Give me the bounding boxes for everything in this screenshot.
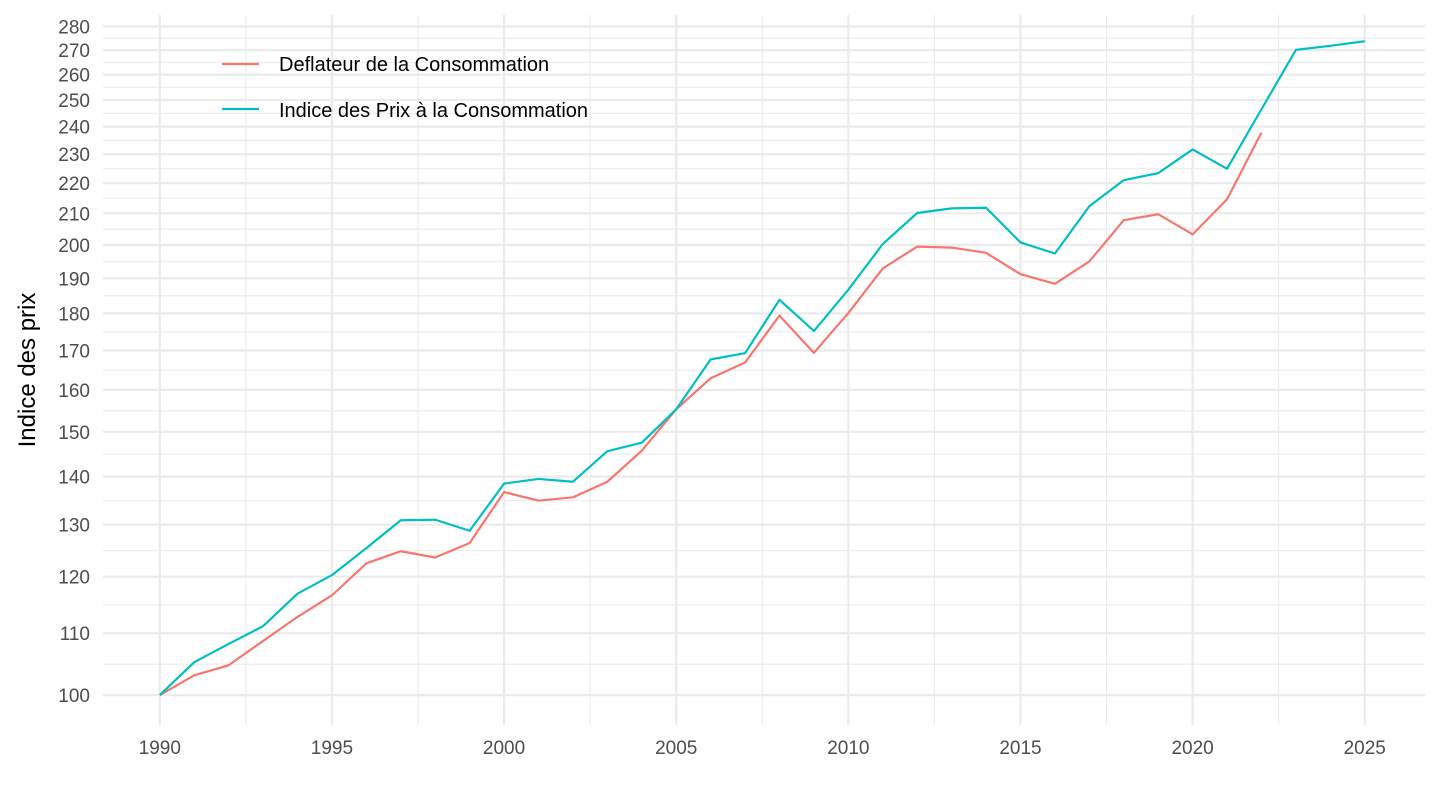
x-tick-label: 1990: [139, 738, 181, 759]
x-axis-tick-labels: 1990 1995 2000 2005 2010 2015 2020 2025: [139, 738, 1386, 759]
x-tick-label: 2015: [999, 738, 1041, 759]
major-gridlines-x: [158, 15, 1366, 725]
y-tick-label: 210: [58, 204, 90, 225]
y-axis-tick-labels: 100 110 120 130 140 150 160 170 180 190 200 210 220 2…: [58, 17, 90, 707]
series-line-deflateur: [159, 132, 1263, 697]
y-tick-label: 170: [58, 342, 90, 363]
y-tick-label: 250: [58, 91, 90, 112]
legend: Deflateur de la Consommation Indice des …: [222, 54, 588, 122]
x-tick-label: 2010: [827, 738, 869, 759]
y-tick-label: 200: [58, 236, 90, 257]
legend-label-deflateur: Deflateur de la Consommation: [279, 54, 549, 76]
major-gridlines-y: [103, 25, 1425, 697]
y-tick-label: 120: [58, 568, 90, 589]
y-tick-label: 110: [60, 624, 90, 645]
y-tick-label: 190: [58, 269, 90, 290]
series-line-ipc: [159, 40, 1365, 696]
y-tick-label: 160: [58, 381, 90, 402]
y-tick-label: 180: [58, 304, 90, 325]
y-tick-label: 100: [58, 686, 90, 707]
x-tick-label: 1995: [311, 738, 353, 759]
y-axis-title: Indice des prix: [14, 293, 41, 448]
y-tick-label: 280: [58, 17, 90, 38]
y-tick-label: 260: [58, 66, 90, 87]
minor-gridlines-y: [103, 37, 1425, 665]
x-tick-label: 2025: [1344, 738, 1386, 759]
y-tick-label: 230: [58, 145, 90, 166]
y-tick-label: 240: [58, 118, 90, 139]
legend-label-ipc: Indice des Prix à la Consommation: [279, 100, 588, 122]
y-tick-label: 130: [58, 516, 90, 537]
x-tick-label: 2020: [1171, 738, 1213, 759]
x-tick-label: 2000: [483, 738, 525, 759]
minor-gridlines-x: [245, 15, 1280, 725]
y-tick-label: 270: [58, 41, 90, 62]
y-tick-label: 140: [58, 468, 90, 489]
x-tick-label: 2005: [655, 738, 697, 759]
y-tick-label: 150: [58, 423, 90, 444]
y-tick-label: 220: [58, 174, 90, 195]
series-layer: [159, 40, 1365, 697]
